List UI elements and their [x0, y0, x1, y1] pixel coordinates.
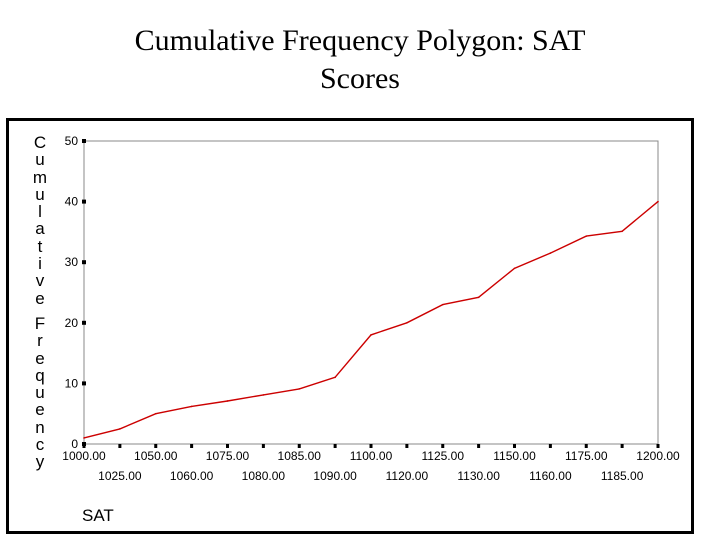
x-tick-mark [226, 444, 229, 448]
x-tick-label: 1130.00 [457, 469, 500, 483]
x-tick-label: 1080.00 [242, 469, 286, 483]
y-tick-mark [82, 381, 86, 386]
data-point [657, 200, 659, 203]
data-points [83, 200, 659, 439]
y-tick-mark [82, 199, 86, 204]
data-point [549, 252, 552, 254]
y-label-char: m [32, 167, 48, 187]
y-tick-label: 50 [65, 134, 79, 148]
data-point [477, 296, 480, 299]
x-tick-mark [513, 444, 516, 448]
data-point [298, 388, 301, 390]
data-point [621, 230, 623, 233]
y-label-char: u [35, 184, 45, 204]
y-label-char: u [35, 383, 45, 403]
y-label-char: r [37, 331, 43, 351]
y-tick-label: 0 [71, 437, 78, 451]
x-tick-label: 1050.00 [134, 449, 178, 463]
y-tick-mark [82, 320, 86, 325]
y-label-char: i [38, 254, 42, 274]
y-tick-label: 30 [65, 255, 79, 269]
x-tick-mark [261, 444, 265, 448]
title-line-2: Scores [320, 62, 400, 95]
x-tick-label: 1085.00 [278, 449, 322, 463]
x-tick-mark [190, 444, 194, 448]
x-tick-mark [584, 444, 588, 448]
data-point [370, 334, 372, 336]
plot-area [83, 140, 659, 445]
data-point [262, 394, 265, 396]
data-point [513, 267, 516, 270]
x-tick-label: 1185.00 [601, 469, 644, 483]
data-point [406, 322, 408, 324]
x-tick-mark [405, 444, 409, 448]
x-tick-label: 1000.00 [62, 449, 106, 463]
x-tick-mark [441, 444, 445, 448]
x-tick-label: 1200.00 [636, 449, 680, 463]
y-tick-label: 10 [65, 376, 79, 390]
x-tick-label: 1100.00 [350, 449, 393, 463]
y-label-char: y [35, 452, 45, 472]
data-point [119, 428, 121, 430]
y-label-char: t [37, 236, 43, 256]
y-label-char: a [35, 219, 45, 239]
x-tick-mark [118, 444, 122, 448]
x-tick-label: 1090.00 [313, 469, 357, 483]
x-tick-label: 1125.00 [422, 449, 465, 463]
y-label-char: e [35, 288, 45, 308]
x-axis-ticks: 1000.00 1025.00 1050.00 1060.00 1075.00 1080.… [62, 444, 680, 483]
x-tick-label: 1025.00 [98, 469, 142, 483]
data-point [585, 235, 588, 237]
x-tick-mark [333, 444, 337, 448]
x-tick-mark [82, 444, 86, 448]
y-label-char: e [35, 348, 45, 368]
x-tick-label: 1150.00 [493, 449, 536, 463]
y-tick-mark [82, 139, 86, 143]
slide-title: Cumulative Frequency Polygon: SAT Scores [0, 22, 720, 98]
y-tick-mark [82, 260, 86, 265]
x-axis-label: SAT [82, 506, 114, 525]
y-label-char: q [35, 365, 45, 385]
x-tick-label: 1060.00 [170, 469, 214, 483]
y-label-char: C [33, 133, 47, 152]
x-tick-mark [620, 444, 624, 448]
data-point [226, 400, 229, 402]
y-label-char: F [34, 313, 46, 333]
x-tick-label: 1075.00 [206, 449, 250, 463]
y-label-char: u [35, 150, 45, 170]
x-tick-mark [369, 444, 373, 448]
data-point [83, 437, 85, 439]
y-label-char: l [38, 202, 42, 222]
x-tick-label: 1120.00 [386, 469, 429, 483]
x-tick-mark [548, 444, 552, 448]
data-point [441, 303, 444, 306]
x-tick-mark [477, 444, 481, 448]
title-line-1: Cumulative Frequency Polygon: SAT [134, 24, 586, 57]
x-tick-mark [297, 444, 301, 448]
y-tick-label: 20 [65, 316, 79, 330]
x-tick-label: 1160.00 [529, 469, 572, 483]
data-point [334, 376, 336, 379]
y-label-char: c [35, 435, 45, 455]
y-axis-ticks: 0 10 20 30 40 50 [65, 134, 86, 451]
y-label-char: e [35, 400, 45, 420]
x-tick-mark [154, 444, 158, 448]
y-tick-label: 40 [65, 195, 79, 209]
data-point [154, 412, 157, 415]
data-point [190, 405, 193, 408]
x-tick-mark [656, 444, 660, 448]
x-tick-label: 1175.00 [565, 449, 608, 463]
y-label-char: n [35, 417, 45, 437]
y-label-char: v [35, 271, 45, 291]
